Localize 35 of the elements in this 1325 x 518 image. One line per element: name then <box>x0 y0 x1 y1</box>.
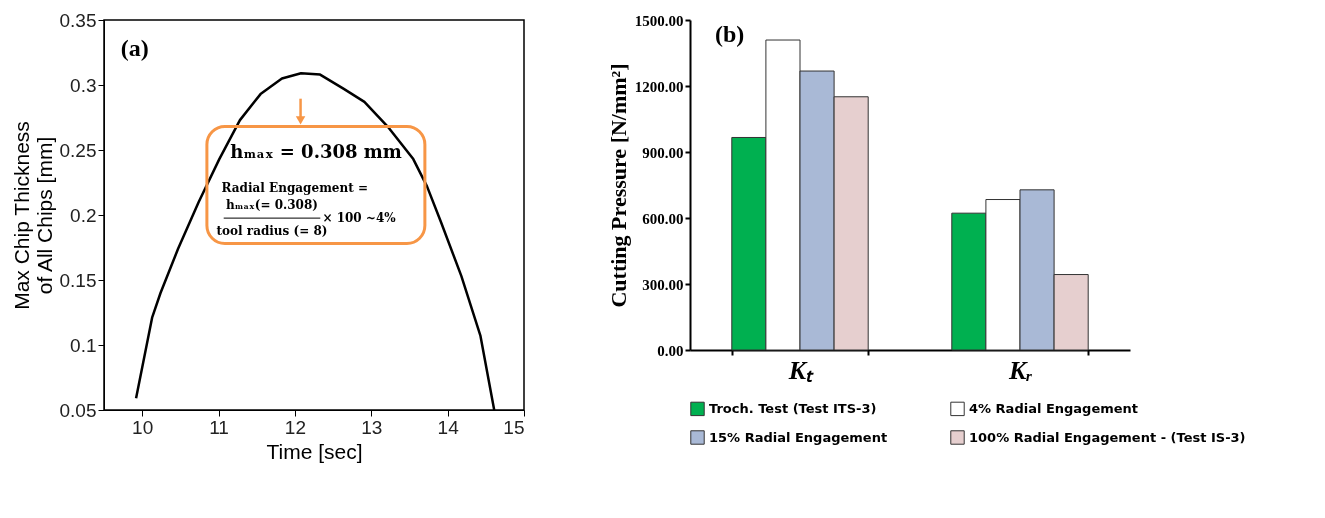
legend-label: 15% Radial Engagement <box>709 429 888 445</box>
y-tick-label: 0.35 <box>59 9 97 31</box>
y-tick-label: 0.25 <box>59 139 97 161</box>
annotation: (a) <box>120 35 149 62</box>
x-axis-title: Time [sec] <box>266 439 363 463</box>
y-tick-label: 900.00 <box>642 144 684 161</box>
y-tick-label: 0.1 <box>70 334 97 356</box>
y-tick-label: 0.00 <box>657 342 684 359</box>
x-tick-label: Kₜ <box>787 355 815 385</box>
annotation: Radial Engagement = <box>221 180 368 195</box>
y-axis-title: Cutting Pressure [N/mm²] <box>605 63 631 308</box>
y-tick-label: 1500.00 <box>634 12 684 29</box>
x-tick-label: 10 <box>132 416 154 438</box>
legend-label: Troch. Test (Test ITS-3) <box>709 400 877 416</box>
y-tick-label: 0.05 <box>59 399 97 421</box>
y-tick-label: 300.00 <box>642 276 684 293</box>
annotation: × 100 ~4% <box>322 211 397 226</box>
y-tick-label: 0.15 <box>59 269 97 291</box>
y-tick-label: 600.00 <box>642 210 684 227</box>
x-tick-label: 11 <box>209 416 229 438</box>
annotation: hₘₐₓ(= 0.308) <box>226 198 318 213</box>
y-tick-label: 0.2 <box>70 204 97 226</box>
annotation: (b) <box>715 21 745 47</box>
x-tick-label: 15 <box>503 416 525 438</box>
x-tick-label: 12 <box>284 416 306 438</box>
y-tick-label: 1200.00 <box>634 78 684 95</box>
legend-label: 100% Radial Engagement - (Test IS-3) <box>969 429 1246 445</box>
annotation: hₘₐₓ = 0.308 mm <box>230 140 402 162</box>
y-axis-title: Max Chip Thickness of All Chips [mm] <box>9 121 56 310</box>
x-tick-label: 13 <box>361 416 383 438</box>
legend-label: 4% Radial Engagement <box>969 400 1139 416</box>
annotation: tool radius (= 8) <box>216 223 328 238</box>
x-tick-label: Kᵣ <box>1007 355 1033 385</box>
y-tick-label: 0.3 <box>70 74 97 96</box>
x-tick-label: 14 <box>437 416 460 438</box>
